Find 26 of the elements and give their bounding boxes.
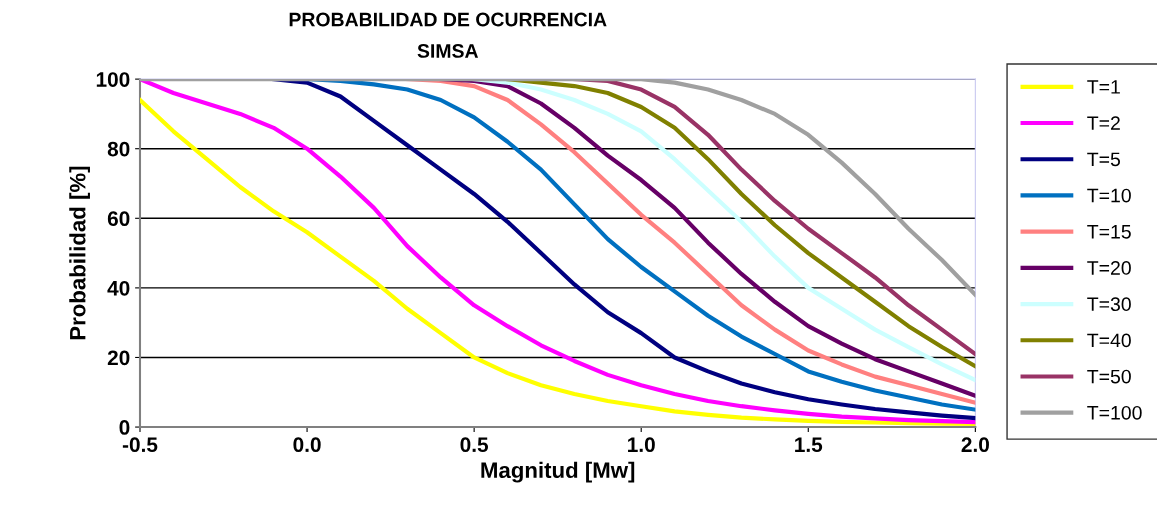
x-tick-label: -0.5	[122, 437, 158, 453]
legend-label: T=1	[1087, 80, 1120, 94]
y-tick-label: 100	[96, 72, 130, 87]
x-tick-label: 1.5	[795, 437, 823, 453]
y-tick-label: 20	[107, 350, 130, 366]
y-tick-label: 80	[107, 141, 130, 157]
legend-label: T=100	[1087, 405, 1142, 420]
chart-title: PROBABILIDAD DE OCURRENCIA	[289, 12, 607, 27]
x-tick-label: 2.0	[961, 437, 989, 453]
legend-label: T=5	[1087, 152, 1121, 167]
legend-label: T=30	[1087, 297, 1131, 312]
y-axis-title: Probabilidad [%]	[69, 166, 90, 340]
legend-label: T=15	[1087, 225, 1131, 239]
x-axis-title: Magnitud [Mw]	[481, 461, 635, 483]
y-tick-label: 0	[119, 420, 130, 435]
legend-label: T=20	[1087, 261, 1131, 275]
legend-label: T=10	[1087, 188, 1131, 203]
legend-label: T=50	[1087, 369, 1131, 384]
legend-label: T=2	[1087, 116, 1120, 130]
x-tick-label: 1.0	[628, 437, 655, 453]
x-tick-label: 0.0	[293, 437, 321, 453]
x-tick-label: 0.5	[460, 437, 489, 453]
y-tick-label: 40	[107, 280, 130, 296]
chart-subtitle: SIMSA	[417, 44, 479, 58]
y-tick-label: 60	[107, 211, 130, 227]
legend-label: T=40	[1087, 333, 1131, 348]
